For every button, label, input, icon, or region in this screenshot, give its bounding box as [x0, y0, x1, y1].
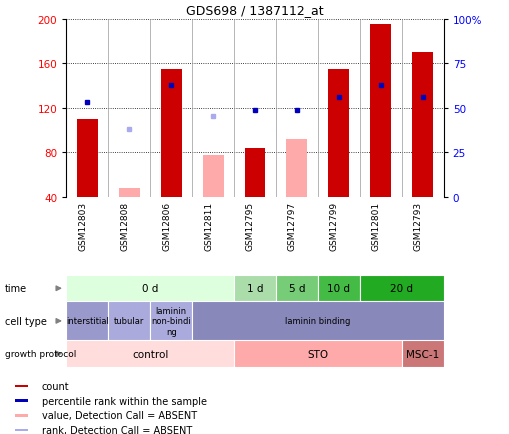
- Bar: [234, 341, 401, 367]
- Bar: [192, 302, 443, 341]
- Bar: [401, 341, 443, 367]
- Text: GSM12806: GSM12806: [162, 201, 171, 250]
- Bar: [370, 25, 390, 197]
- Bar: [15, 414, 29, 417]
- Bar: [160, 69, 181, 197]
- Bar: [66, 276, 234, 302]
- Bar: [359, 276, 443, 302]
- Text: laminin binding: laminin binding: [285, 317, 350, 326]
- Bar: [15, 385, 29, 387]
- Text: 0 d: 0 d: [142, 284, 158, 293]
- Bar: [15, 399, 29, 402]
- Text: GSM12803: GSM12803: [78, 201, 87, 250]
- Bar: [77, 120, 98, 197]
- Bar: [108, 302, 150, 341]
- Text: interstitial: interstitial: [66, 317, 108, 326]
- Text: percentile rank within the sample: percentile rank within the sample: [42, 396, 207, 406]
- Bar: [411, 53, 432, 197]
- Bar: [66, 302, 108, 341]
- Text: GSM12801: GSM12801: [371, 201, 380, 250]
- Text: tubular: tubular: [114, 317, 144, 326]
- Bar: [234, 276, 275, 302]
- Text: 10 d: 10 d: [327, 284, 350, 293]
- Text: GSM12797: GSM12797: [288, 201, 296, 250]
- Bar: [15, 429, 29, 431]
- Text: GSM12793: GSM12793: [413, 201, 422, 250]
- Text: count: count: [42, 381, 69, 391]
- Bar: [286, 140, 307, 197]
- Text: GSM12811: GSM12811: [204, 201, 213, 250]
- Text: cell type: cell type: [5, 316, 47, 326]
- Text: growth protocol: growth protocol: [5, 349, 76, 358]
- Text: value, Detection Call = ABSENT: value, Detection Call = ABSENT: [42, 410, 196, 420]
- Bar: [244, 148, 265, 197]
- Text: laminin
non-bindi
ng: laminin non-bindi ng: [151, 306, 191, 336]
- Text: 5 d: 5 d: [288, 284, 304, 293]
- Text: 1 d: 1 d: [246, 284, 263, 293]
- Bar: [328, 69, 349, 197]
- Text: STO: STO: [307, 349, 328, 358]
- Text: GSM12808: GSM12808: [120, 201, 129, 250]
- Text: rank, Detection Call = ABSENT: rank, Detection Call = ABSENT: [42, 425, 192, 434]
- Text: GSM12799: GSM12799: [329, 201, 338, 250]
- Bar: [66, 341, 234, 367]
- Title: GDS698 / 1387112_at: GDS698 / 1387112_at: [186, 4, 323, 17]
- Bar: [150, 302, 192, 341]
- Text: time: time: [5, 284, 27, 293]
- Text: GSM12795: GSM12795: [245, 201, 254, 250]
- Bar: [119, 188, 139, 197]
- Bar: [202, 155, 223, 197]
- Bar: [275, 276, 317, 302]
- Text: 20 d: 20 d: [389, 284, 412, 293]
- Text: control: control: [132, 349, 168, 358]
- Text: MSC-1: MSC-1: [405, 349, 438, 358]
- Bar: [317, 276, 359, 302]
